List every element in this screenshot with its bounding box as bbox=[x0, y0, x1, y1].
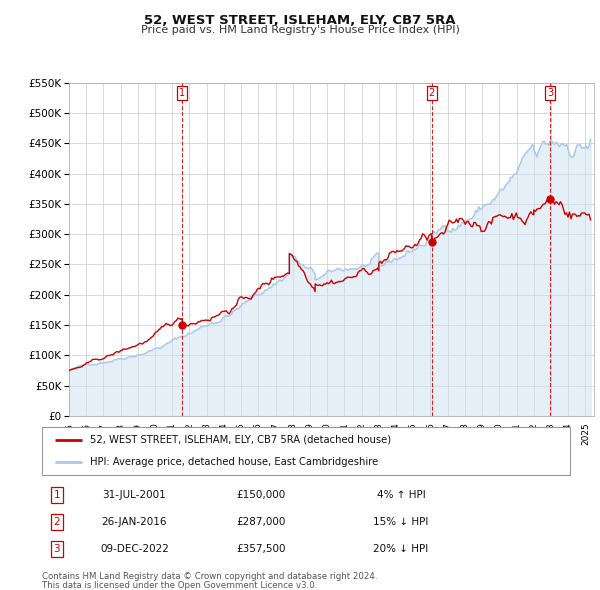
Text: 3: 3 bbox=[547, 88, 553, 98]
Text: HPI: Average price, detached house, East Cambridgeshire: HPI: Average price, detached house, East… bbox=[89, 457, 378, 467]
Text: £357,500: £357,500 bbox=[236, 545, 286, 555]
Text: £287,000: £287,000 bbox=[236, 517, 286, 527]
Text: 1: 1 bbox=[179, 88, 185, 98]
FancyBboxPatch shape bbox=[42, 427, 570, 475]
Text: 31-JUL-2001: 31-JUL-2001 bbox=[103, 490, 166, 500]
Text: Contains HM Land Registry data © Crown copyright and database right 2024.: Contains HM Land Registry data © Crown c… bbox=[42, 572, 377, 581]
Text: 09-DEC-2022: 09-DEC-2022 bbox=[100, 545, 169, 555]
Text: 26-JAN-2016: 26-JAN-2016 bbox=[101, 517, 167, 527]
Text: 1: 1 bbox=[53, 490, 60, 500]
Text: 15% ↓ HPI: 15% ↓ HPI bbox=[373, 517, 429, 527]
Text: This data is licensed under the Open Government Licence v3.0.: This data is licensed under the Open Gov… bbox=[42, 581, 317, 590]
Text: 2: 2 bbox=[53, 517, 60, 527]
Text: Price paid vs. HM Land Registry's House Price Index (HPI): Price paid vs. HM Land Registry's House … bbox=[140, 25, 460, 35]
Text: 52, WEST STREET, ISLEHAM, ELY, CB7 5RA (detached house): 52, WEST STREET, ISLEHAM, ELY, CB7 5RA (… bbox=[89, 435, 391, 445]
Text: £150,000: £150,000 bbox=[236, 490, 286, 500]
Text: 4% ↑ HPI: 4% ↑ HPI bbox=[377, 490, 425, 500]
Text: 2: 2 bbox=[428, 88, 435, 98]
Text: 20% ↓ HPI: 20% ↓ HPI bbox=[373, 545, 428, 555]
Text: 3: 3 bbox=[53, 545, 60, 555]
Text: 52, WEST STREET, ISLEHAM, ELY, CB7 5RA: 52, WEST STREET, ISLEHAM, ELY, CB7 5RA bbox=[144, 14, 456, 27]
